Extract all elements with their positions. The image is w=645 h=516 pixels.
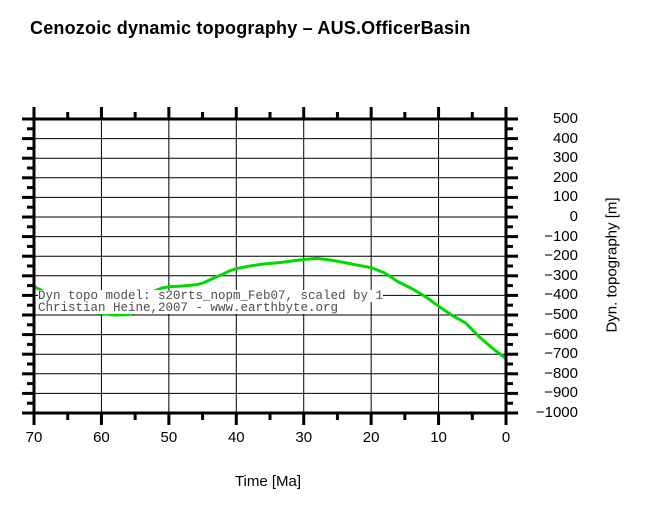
y-tick-label: 100 bbox=[552, 188, 578, 206]
x-tick-label: 60 bbox=[93, 429, 110, 446]
y-tick-label: 500 bbox=[552, 110, 578, 127]
annotation-line-1: Dyn topo model: s20rts_nopm_Feb07, scale… bbox=[38, 289, 384, 303]
y-tick-label: 200 bbox=[552, 168, 578, 186]
x-tick-label: 50 bbox=[160, 429, 178, 446]
x-tick-label: 40 bbox=[227, 429, 245, 446]
chart-title: Cenozoic dynamic topography – AUS.Office… bbox=[30, 18, 471, 38]
annotation-block: Dyn topo model: s20rts_nopm_Feb07, scale… bbox=[38, 289, 384, 315]
x-tick-label: 30 bbox=[295, 429, 313, 446]
y-tick-label: 400 bbox=[552, 129, 578, 147]
y-tick-label: 300 bbox=[552, 149, 578, 167]
y-tick-label: −300 bbox=[544, 266, 578, 284]
y-tick-label: 0 bbox=[569, 208, 578, 225]
y-tick-label: −700 bbox=[544, 345, 578, 363]
topography-curve bbox=[32, 256, 508, 360]
plot-frame bbox=[32, 117, 508, 415]
x-axis-label: Time [Ma] bbox=[234, 473, 302, 490]
y-tick-label: −100 bbox=[544, 227, 578, 245]
y-tick-label: −200 bbox=[544, 247, 578, 265]
y-axis-label: Dyn. topography [m] bbox=[603, 197, 621, 333]
y-tick-label: −400 bbox=[544, 286, 578, 304]
y-tick-label: −600 bbox=[544, 325, 578, 343]
x-tick-label: 70 bbox=[25, 429, 43, 446]
x-tick-label: 0 bbox=[501, 429, 511, 446]
x-tick-label: 10 bbox=[430, 429, 447, 446]
x-tick-label: 20 bbox=[362, 429, 380, 446]
y-tick-label: −500 bbox=[544, 306, 578, 323]
y-tick-label: −1000 bbox=[535, 404, 578, 421]
y-tick-label: −900 bbox=[544, 384, 578, 402]
y-tick-label: −800 bbox=[544, 364, 578, 382]
annotation-line-2: Christian Heine,2007 - www.earthbyte.org bbox=[38, 301, 339, 315]
